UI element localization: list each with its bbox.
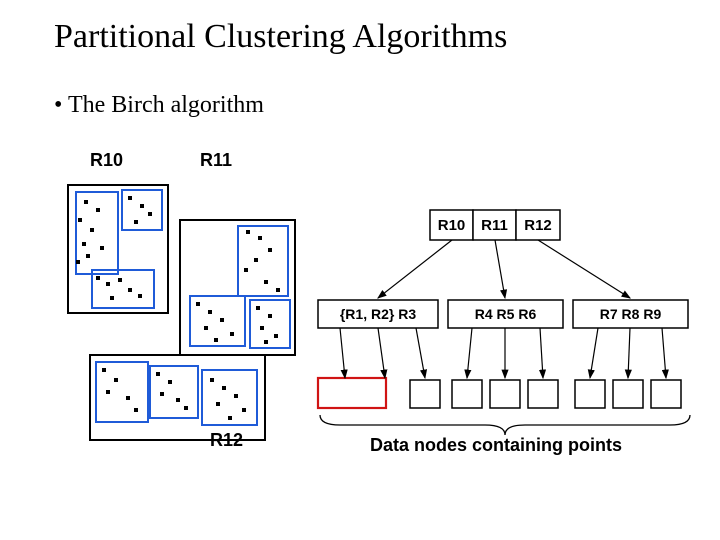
diagram: R10 R11 R12 {R1, R2} R3 R4 R5 R6 R7 R8 R9	[0, 0, 720, 540]
svg-text:R12: R12	[524, 217, 552, 234]
svg-text:R4 R5 R6: R4 R5 R6	[475, 306, 537, 322]
svg-text:R11: R11	[481, 217, 508, 234]
cluster-outer-boxes	[68, 185, 295, 440]
svg-text:R10: R10	[438, 217, 466, 234]
tree-diagram: R10 R11 R12 {R1, R2} R3 R4 R5 R6 R7 R8 R9	[318, 210, 690, 435]
svg-text:R7 R8 R9: R7 R8 R9	[600, 306, 662, 322]
svg-text:{R1, R2} R3: {R1, R2} R3	[340, 306, 416, 322]
